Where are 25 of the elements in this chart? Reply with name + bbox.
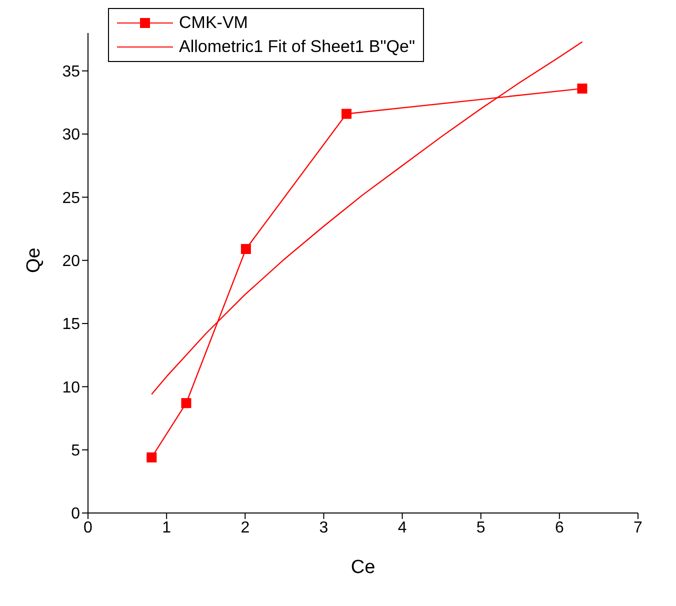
x-tick-label: 3 <box>319 519 328 536</box>
x-axis-title: Ce <box>350 557 376 578</box>
y-axis-title: Qe <box>24 248 45 273</box>
x-tick-label: 1 <box>162 519 172 536</box>
y-tick-label: 5 <box>71 442 80 460</box>
y-tick-label: 15 <box>62 316 80 334</box>
point <box>146 452 157 462</box>
x-tick-label: 5 <box>476 519 486 536</box>
point <box>342 108 352 119</box>
y-tick-label: 20 <box>62 253 80 270</box>
x-tick-label: 2 <box>240 519 250 536</box>
x-tick-label: 4 <box>398 519 407 536</box>
point <box>240 244 251 254</box>
y-tick-label: 0 <box>71 506 80 523</box>
x-tick-label: 6 <box>554 519 564 536</box>
legend-label: CMK-VM <box>179 13 248 33</box>
y-tick-label: 35 <box>62 64 80 81</box>
y-tick-label: 10 <box>62 379 80 396</box>
x-tick-label: 7 <box>634 519 643 536</box>
legend-label: Allometric1 Fit of Sheet1 B"Qe" <box>179 37 415 57</box>
y-tick-label: 25 <box>62 190 80 207</box>
point <box>181 398 192 408</box>
point <box>577 84 588 94</box>
x-tick-label: 0 <box>84 519 93 536</box>
y-tick-label: 30 <box>62 126 80 144</box>
